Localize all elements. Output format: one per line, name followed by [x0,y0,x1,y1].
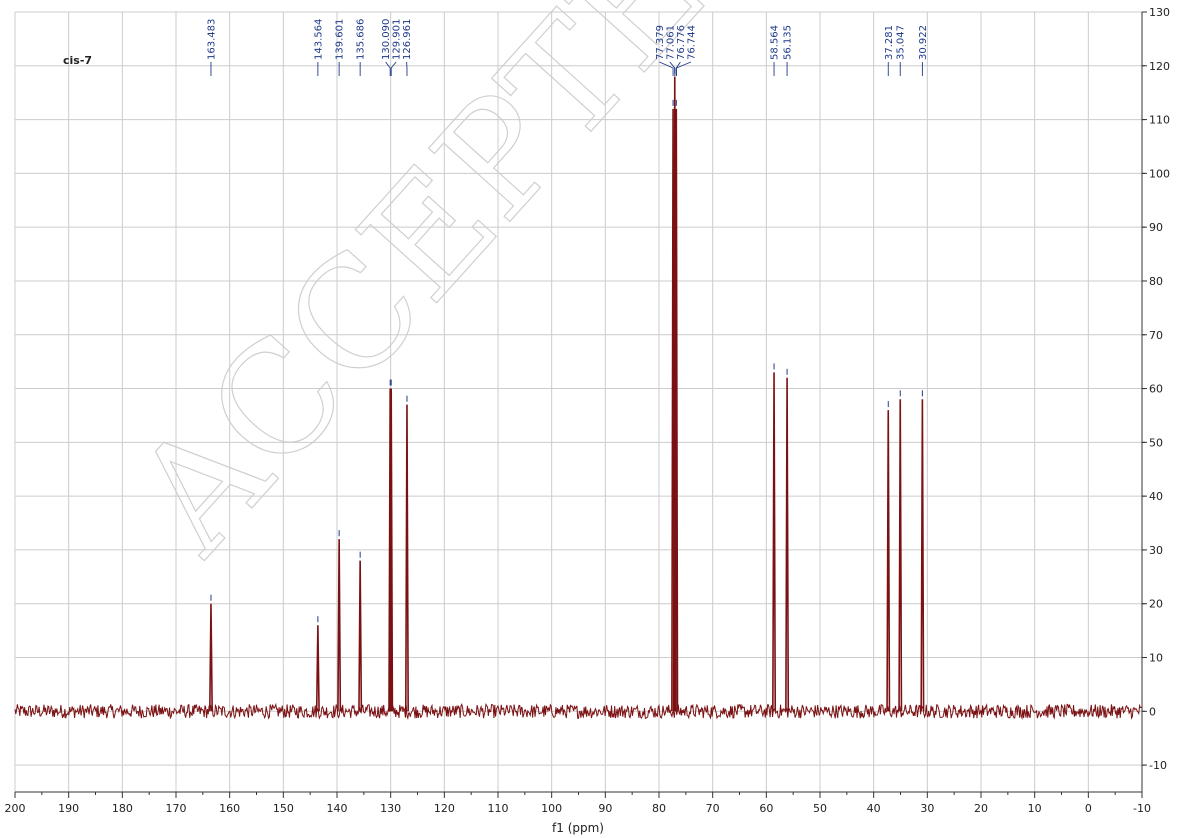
y-tick-label: 80 [1149,275,1163,288]
peak-label-leader [659,61,674,76]
x-tick-label: 190 [58,802,79,815]
y-tick-label: 40 [1149,490,1163,503]
y-tick-label: 10 [1149,652,1163,665]
axes: 200 190 180 170 160 150 140 130 120 110 100 90 80 70 6… [5,6,1171,815]
peak-label: 30.922 [918,25,929,60]
spectrum-noise [14,702,1143,721]
spectrum-peak [898,399,903,712]
x-tick-label: 60 [759,802,773,815]
x-tick-label: 100 [541,802,562,815]
x-tick-label: 90 [598,802,612,815]
peak-label: 77.061 [665,25,676,60]
x-tick-label: 70 [706,802,720,815]
y-tick-label: 0 [1149,705,1156,718]
peak-label: 56.135 [783,25,794,60]
y-tick-label: 20 [1149,598,1163,611]
x-tick-label: 30 [920,802,934,815]
peak-label: 126.961 [402,19,413,60]
spectrum-peak [358,560,363,712]
y-tick-label: 70 [1149,329,1163,342]
peak-label: 58.564 [770,25,781,60]
peak-label-leader [669,61,676,76]
peak-label-leader [676,61,692,76]
spectrum-trace [14,67,1143,721]
spectrum-peak [785,377,790,712]
peak-label: 76.744 [686,25,697,60]
spectrum-peak [886,410,891,712]
y-tick-label: 30 [1149,544,1163,557]
y-tick-label: 130 [1149,6,1170,19]
x-tick-label: -10 [1133,802,1151,815]
peak-label: 163.483 [206,19,217,60]
x-tick-label: 20 [974,802,988,815]
y-tick-label: 50 [1149,436,1163,449]
peak-label-leader [385,61,391,76]
peak-label: 76.776 [676,25,687,60]
peak-label-leader [390,61,397,76]
watermark-text: ACCEPTED [102,0,820,585]
watermark: ACCEPTED [101,0,820,585]
x-tick-label: 10 [1028,802,1042,815]
x-tick-label: 0 [1085,802,1092,815]
peak-labels: 163.483 143.564 139.601 135.686 130.090 129.9… [206,19,929,76]
compound-label: cis-7 [63,54,92,67]
x-tick-label: 80 [652,802,666,815]
y-tick-label: 90 [1149,221,1163,234]
x-tick-label: 120 [434,802,455,815]
spectrum-peak [337,539,342,712]
x-axis-title: f1 (ppm) [552,821,604,835]
x-tick-label: 200 [5,802,26,815]
grid [14,11,1143,792]
spectrum-peak [772,372,777,712]
peak-label: 130.090 [381,19,392,60]
y-tick-label: -10 [1149,759,1167,772]
x-tick-label: 160 [219,802,240,815]
spectrum-peak [404,404,409,712]
spectrum-peak [674,108,679,712]
spectrum-peak [315,625,320,712]
peak-label: 35.047 [896,25,907,60]
y-tick-label: 60 [1149,383,1163,396]
x-tick-label: 40 [867,802,881,815]
x-tick-label: 170 [166,802,187,815]
spectrum-peak [208,603,213,712]
x-tick-label: 50 [813,802,827,815]
y-tick-label: 100 [1149,167,1170,180]
spectrum-peak [389,388,394,712]
x-tick-label: 140 [327,802,348,815]
peak-label: 139.601 [335,19,346,60]
x-tick-label: 150 [273,802,294,815]
y-tick-label: 110 [1149,114,1170,127]
peak-label: 135.686 [356,19,367,60]
peak-label: 143.564 [313,19,324,60]
x-tick-label: 110 [488,802,509,815]
peak-label: 37.281 [884,25,895,60]
x-tick-label: 180 [112,802,133,815]
x-tick-label: 130 [380,802,401,815]
spectrum-peak [920,399,925,712]
peak-label: 129.901 [392,19,403,60]
peak-label: 77.379 [655,25,666,60]
y-tick-label: 120 [1149,60,1170,73]
